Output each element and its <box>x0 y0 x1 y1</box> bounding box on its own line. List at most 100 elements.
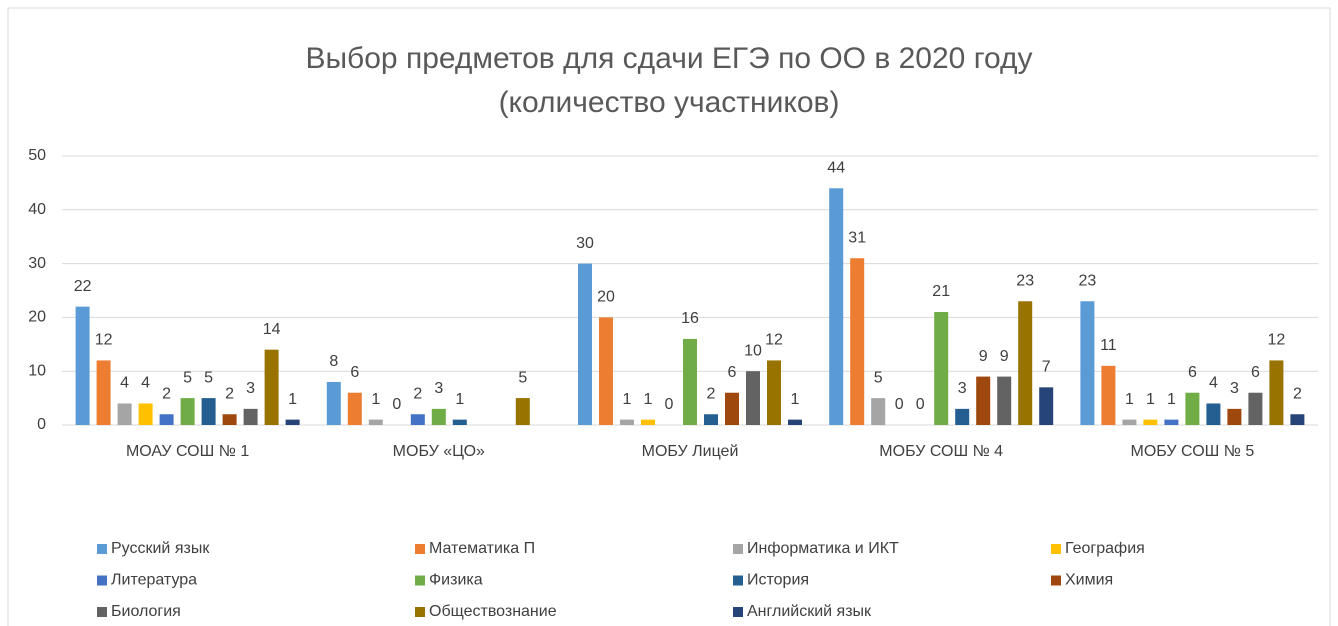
bar <box>1018 301 1033 425</box>
data-label: 1 <box>1146 391 1155 408</box>
bar <box>578 263 592 425</box>
bar <box>725 392 739 425</box>
bar <box>1039 387 1054 425</box>
data-label: 16 <box>681 310 699 327</box>
data-label: 6 <box>1251 364 1260 381</box>
y-tick-label: 0 <box>37 416 46 433</box>
bar <box>976 376 991 425</box>
chart-title: Выбор предметов для сдачи ЕГЭ по ОО в 20… <box>305 42 1032 75</box>
bar <box>180 398 195 425</box>
y-tick-label: 50 <box>28 147 46 164</box>
data-label: 1 <box>791 391 800 408</box>
data-label: 20 <box>597 289 615 306</box>
legend-label: История <box>747 572 809 589</box>
data-label: 1 <box>288 391 297 408</box>
x-tick-label: МОБУ СОШ № 4 <box>879 443 1003 460</box>
data-label: 3 <box>958 380 967 397</box>
data-label: 6 <box>1188 364 1197 381</box>
legend-label: Информатика и ИКТ <box>747 540 899 557</box>
data-label: 31 <box>848 229 866 246</box>
bar <box>117 403 132 425</box>
data-label: 12 <box>765 332 783 349</box>
bar <box>997 376 1012 425</box>
chart-title: (количество участников) <box>499 86 840 119</box>
data-label: 0 <box>916 396 925 413</box>
data-label: 5 <box>183 369 192 386</box>
data-label: 30 <box>576 235 594 252</box>
data-label: 22 <box>74 278 92 295</box>
legend-swatch <box>415 575 425 586</box>
data-label: 14 <box>263 321 281 338</box>
data-label: 12 <box>95 332 113 349</box>
legend-swatch <box>97 575 107 586</box>
bar <box>1206 403 1221 425</box>
bar <box>1269 360 1284 425</box>
data-label: 21 <box>932 283 950 300</box>
data-label: 4 <box>120 375 129 392</box>
legend-label: Биология <box>111 603 181 620</box>
bar <box>683 338 697 425</box>
bar <box>410 414 425 425</box>
bar <box>1164 419 1179 425</box>
data-label: 1 <box>644 391 653 408</box>
bar <box>96 360 111 425</box>
bar <box>788 419 802 425</box>
bar <box>955 408 970 425</box>
data-label: 3 <box>246 380 255 397</box>
data-label: 4 <box>141 375 150 392</box>
bar <box>1080 301 1095 425</box>
legend-label: Химия <box>1065 572 1113 589</box>
data-label: 44 <box>827 159 845 176</box>
x-tick-label: МОБУ Лицей <box>642 443 739 460</box>
bar <box>285 419 300 425</box>
bar <box>1227 408 1242 425</box>
data-label: 9 <box>1000 348 1009 365</box>
bar <box>934 312 949 425</box>
bar <box>1290 414 1305 425</box>
legend-label: Физика <box>429 572 483 589</box>
data-label: 11 <box>1100 337 1117 354</box>
legend-swatch <box>1051 544 1061 554</box>
legend-label: Математика П <box>429 540 535 557</box>
data-label: 1 <box>1125 391 1134 408</box>
bar <box>871 398 886 425</box>
bar <box>1143 419 1158 425</box>
data-label: 0 <box>895 396 904 413</box>
bar <box>515 398 530 425</box>
legend-swatch <box>733 575 743 586</box>
data-label: 2 <box>413 385 422 402</box>
bar <box>767 360 781 425</box>
data-label: 1 <box>455 391 464 408</box>
bar <box>201 398 216 425</box>
y-tick-label: 40 <box>28 201 46 218</box>
y-tick-label: 20 <box>28 309 46 326</box>
data-label: 10 <box>744 342 762 359</box>
data-label: 3 <box>1230 380 1239 397</box>
bar <box>850 258 865 425</box>
data-label: 5 <box>874 369 883 386</box>
bar <box>620 419 634 425</box>
bar <box>243 408 258 425</box>
data-label: 5 <box>518 369 527 386</box>
data-label: 6 <box>350 364 359 381</box>
data-label: 9 <box>979 348 988 365</box>
data-label: 0 <box>665 396 674 413</box>
legend-label: География <box>1065 540 1145 557</box>
bar <box>264 349 279 425</box>
bar <box>829 188 844 425</box>
legend-swatch <box>733 544 743 554</box>
legend-label: Русский язык <box>111 540 210 557</box>
bar <box>1185 392 1200 425</box>
data-label: 23 <box>1016 272 1034 289</box>
bar <box>599 317 613 425</box>
data-label: 7 <box>1042 359 1051 376</box>
bar <box>641 419 655 425</box>
data-label: 2 <box>707 385 716 402</box>
legend-swatch <box>733 607 743 617</box>
data-label: 1 <box>623 391 632 408</box>
x-tick-label: МОБУ «ЦО» <box>393 443 485 460</box>
data-label: 8 <box>329 353 338 370</box>
data-label: 3 <box>434 380 443 397</box>
data-label: 1 <box>371 391 380 408</box>
